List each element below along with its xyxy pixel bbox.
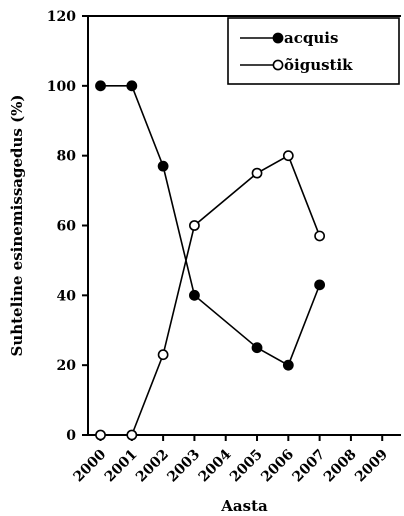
data-point	[314, 279, 326, 291]
data-point	[189, 289, 200, 301]
data-point	[282, 359, 294, 371]
y-tick-label: 40	[57, 288, 77, 304]
data-point	[189, 220, 200, 231]
data-point	[95, 80, 106, 92]
y-tick-label: 120	[47, 9, 76, 25]
data-point	[126, 429, 138, 441]
x-tick-label: 2000	[70, 446, 109, 485]
x-axis-title: Aasta	[220, 497, 268, 515]
x-tick-label: 2005	[227, 447, 266, 486]
y-tick-label: 60	[57, 219, 77, 235]
legend-box	[227, 17, 400, 85]
x-tick-label: 2007	[290, 447, 329, 486]
legend-marker	[272, 59, 284, 71]
x-tick-label: 2008	[321, 447, 360, 486]
series-line	[100, 154, 321, 436]
legend-label: acquis	[284, 29, 338, 47]
y-axis-title: Suhteline esinemissagedus (%)	[8, 94, 26, 356]
series-layer	[95, 80, 326, 441]
x-tick-label: 2003	[164, 447, 203, 486]
y-tick-label: 100	[47, 79, 76, 95]
legend-label: õigustik	[284, 56, 353, 74]
data-point	[251, 342, 263, 354]
x-tick-label: 2006	[258, 447, 297, 486]
data-point	[282, 150, 294, 162]
y-tick-label: 20	[57, 358, 77, 374]
x-tick-label: 2001	[102, 447, 141, 486]
data-point	[95, 429, 106, 441]
data-point	[251, 167, 263, 179]
y-tick-label: 80	[57, 149, 77, 165]
series-2	[95, 150, 326, 441]
series-1	[95, 80, 326, 371]
data-point	[157, 349, 169, 361]
legend-marker	[272, 32, 284, 44]
y-tick-label: 0	[66, 428, 76, 444]
axes: 0204060801001202000200120022003200420052…	[8, 9, 401, 515]
x-tick-label: 2009	[352, 447, 391, 486]
legend: acquis õigustik	[227, 17, 400, 85]
data-point	[314, 230, 326, 242]
data-point	[126, 80, 138, 92]
x-tick-label: 2004	[196, 446, 235, 485]
series-line	[100, 85, 321, 367]
data-point	[157, 160, 169, 172]
x-tick-label: 2002	[133, 447, 172, 486]
